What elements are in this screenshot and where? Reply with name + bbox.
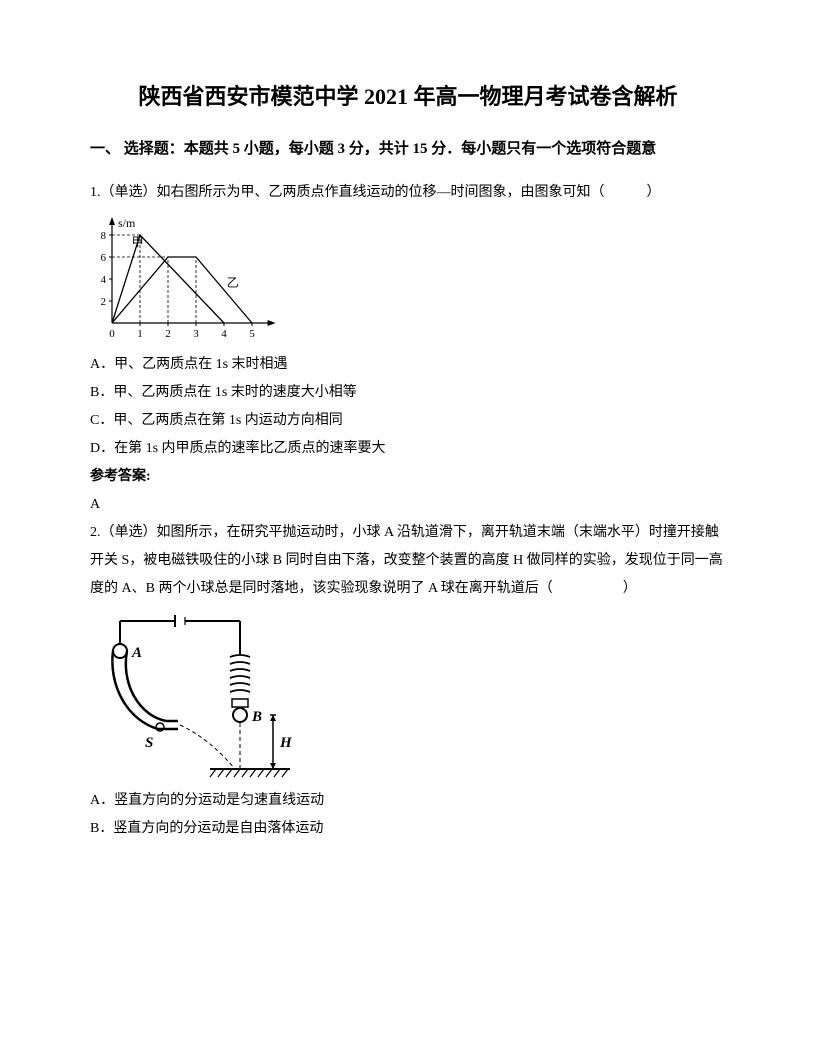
svg-text:4: 4	[101, 274, 107, 286]
svg-text:3: 3	[193, 328, 199, 340]
svg-text:8: 8	[101, 230, 107, 242]
svg-text:5: 5	[249, 328, 255, 340]
svg-text:0: 0	[109, 328, 115, 340]
section-header: 一、 选择题：本题共 5 小题，每小题 3 分，共计 15 分．每小题只有一个选…	[90, 137, 726, 161]
q1-option-a: A．甲、乙两质点在 1s 末时相遇	[90, 351, 726, 379]
svg-text:乙: 乙	[227, 276, 239, 290]
q1-option-d: D．在第 1s 内甲质点的速率比乙质点的速率要大	[90, 435, 726, 463]
svg-text:H: H	[279, 735, 293, 751]
svg-text:6: 6	[101, 252, 107, 264]
q2-text: 2.（单选）如图所示，在研究平抛运动时，小球 A 沿轨道滑下，离开轨道末端（末端…	[90, 519, 726, 603]
svg-text:甲: 甲	[132, 235, 144, 249]
q1-answer: A	[90, 491, 726, 519]
svg-text:1: 1	[137, 328, 143, 340]
svg-text:2: 2	[165, 328, 171, 340]
q1-option-c: C．甲、乙两质点在第 1s 内运动方向相同	[90, 407, 726, 435]
q2-option-b: B．竖直方向的分运动是自由落体运动	[90, 815, 726, 843]
q1-chart: 2468012345s/mt/s甲乙	[90, 213, 726, 343]
q1-option-b: B．甲、乙两质点在 1s 末时的速度大小相等	[90, 379, 726, 407]
svg-text:4: 4	[221, 328, 227, 340]
q1-answer-label: 参考答案:	[90, 463, 726, 491]
q2-diagram: A S B H	[90, 609, 726, 779]
svg-text:A: A	[131, 645, 142, 661]
svg-text:s/m: s/m	[118, 216, 136, 230]
page-title: 陕西省西安市模范中学 2021 年高一物理月考试卷含解析	[90, 80, 726, 113]
svg-text:2: 2	[101, 296, 107, 308]
q2-option-a: A．竖直方向的分运动是匀速直线运动	[90, 787, 726, 815]
q1-text: 1.（单选）如右图所示为甲、乙两质点作直线运动的位移—时间图象，由图象可知（ ）	[90, 179, 726, 207]
svg-text:S: S	[145, 735, 153, 751]
svg-text:B: B	[251, 709, 262, 725]
